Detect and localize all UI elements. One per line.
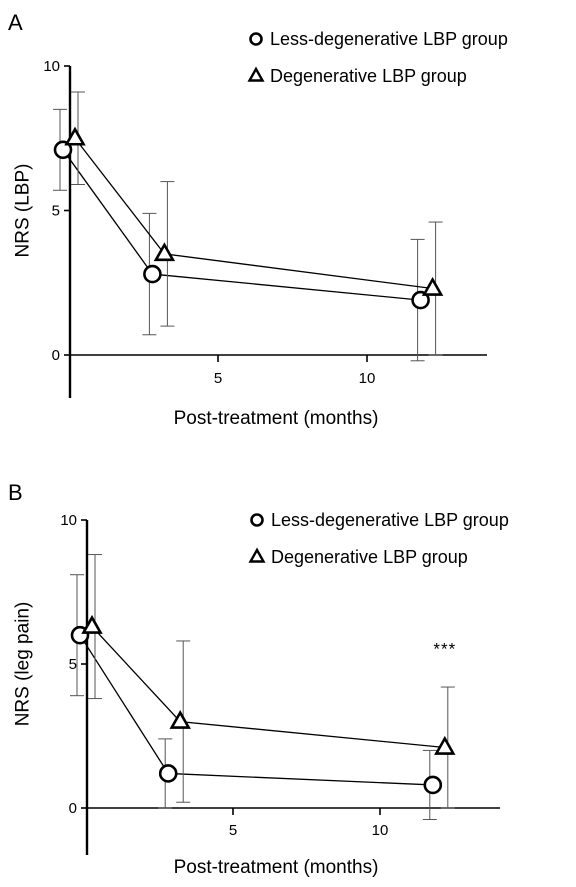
triangle-marker bbox=[421, 276, 444, 296]
legend-label: Less-degenerative LBP group bbox=[270, 29, 508, 49]
series-degenerative bbox=[64, 91, 444, 356]
circle-marker bbox=[423, 775, 443, 795]
legend-circle-marker bbox=[249, 32, 263, 46]
circle-marker bbox=[143, 264, 162, 284]
circle-marker bbox=[158, 764, 178, 783]
y-tick-label: 5 bbox=[69, 656, 77, 673]
y-tick-label: 10 bbox=[43, 58, 60, 75]
legend-triangle-marker bbox=[247, 66, 265, 82]
panel-letter: A bbox=[8, 10, 23, 35]
triangle-marker bbox=[81, 614, 103, 634]
circle-marker bbox=[53, 140, 73, 160]
legend-label: Less-degenerative LBP group bbox=[271, 510, 509, 530]
y-tick-label: 0 bbox=[69, 800, 77, 817]
x-tick-label: 10 bbox=[372, 822, 389, 839]
legend-circle-marker bbox=[250, 513, 264, 527]
series-less-degenerative bbox=[53, 108, 430, 362]
legend: Less-degenerative LBP group Degenerative … bbox=[248, 510, 509, 567]
circle-marker bbox=[411, 290, 430, 310]
y-tick-label: 5 bbox=[52, 203, 60, 220]
panel-letter: B bbox=[8, 480, 23, 505]
legend-label: Degenerative LBP group bbox=[270, 66, 467, 86]
y-tick-label: 10 bbox=[60, 512, 77, 529]
series-line bbox=[74, 137, 433, 290]
legend-triangle-marker bbox=[248, 547, 266, 563]
series-degenerative bbox=[81, 554, 456, 809]
series-line bbox=[79, 634, 433, 786]
series-line bbox=[62, 149, 421, 301]
x-tick-label: 10 bbox=[359, 370, 376, 387]
x-axis-title: Post-treatment (months) bbox=[174, 408, 379, 429]
legend-label: Degenerative LBP group bbox=[271, 547, 468, 567]
significance-annotation: *** bbox=[433, 640, 456, 659]
triangle-marker bbox=[64, 126, 86, 146]
legend: Less-degenerative LBP group Degenerative … bbox=[247, 29, 508, 86]
series-line bbox=[91, 626, 445, 749]
y-axis-title: NRS (leg pain) bbox=[13, 602, 34, 727]
y-axis-title: NRS (LBP) bbox=[13, 164, 34, 258]
triangle-marker bbox=[169, 709, 191, 729]
panel-a: A 0 5 10 5 10 NRS (LBP) Post-treatment (months)… bbox=[8, 10, 508, 429]
x-tick-label: 5 bbox=[229, 822, 237, 839]
triangle-marker bbox=[434, 735, 456, 755]
x-tick-label: 5 bbox=[214, 370, 222, 387]
x-axis-title: Post-treatment (months) bbox=[174, 857, 379, 878]
triangle-marker bbox=[153, 242, 176, 262]
y-tick-label: 0 bbox=[52, 347, 60, 364]
series-less-degenerative bbox=[70, 574, 443, 821]
panel-b: B 0 5 10 5 10 NRS (leg pain) Post-treatment (mo… bbox=[8, 480, 509, 878]
